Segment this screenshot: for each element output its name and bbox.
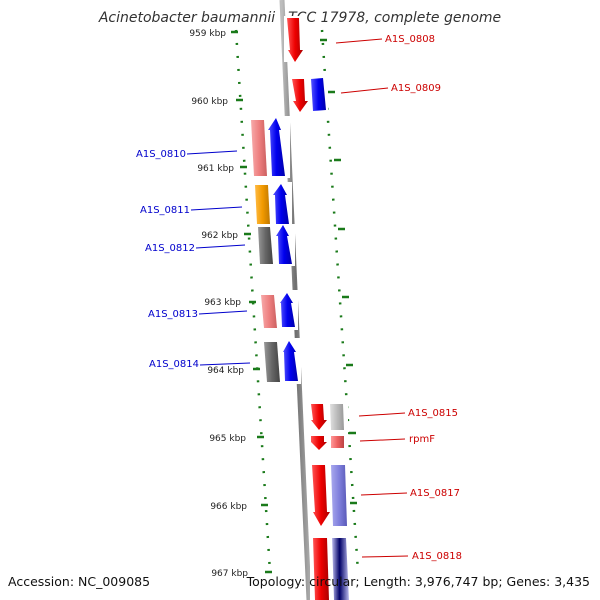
- kbp-labels: 959 kbp 960 kbp 961 kbp 962 kbp 963 kbp …: [189, 29, 248, 579]
- gene-a1s-0817[interactable]: [309, 462, 350, 528]
- gene-label-a1s-0812[interactable]: A1S_0812: [145, 243, 195, 254]
- gene-label-a1s-0818[interactable]: A1S_0818: [412, 551, 462, 562]
- gene-a1s-0811[interactable]: [252, 182, 292, 226]
- gene-a1s-0815[interactable]: [308, 402, 348, 432]
- kbp-label: 960 kbp: [191, 97, 228, 107]
- accession-text: Accession: NC_009085: [8, 574, 151, 589]
- kbp-label: 967 kbp: [211, 569, 248, 579]
- label-line-0815: [358, 412, 406, 417]
- label-line-0817: [360, 492, 408, 496]
- label-line-0811: [190, 206, 243, 211]
- label-line-0814: [199, 362, 251, 366]
- label-line-0818: [361, 555, 409, 558]
- gene-label-a1s-0811[interactable]: A1S_0811: [140, 205, 190, 216]
- gene-label-a1s-0808[interactable]: A1S_0808: [385, 34, 435, 45]
- gene-a1s-0809[interactable]: [290, 76, 328, 114]
- gene-label-rpmf[interactable]: rpmF: [409, 434, 435, 445]
- gene-a1s-0808[interactable]: [284, 16, 306, 62]
- label-line-0810: [186, 150, 238, 155]
- gene-label-a1s-0817[interactable]: A1S_0817: [410, 488, 460, 499]
- gene-a1s-0812[interactable]: [255, 224, 295, 266]
- kbp-label: 961 kbp: [197, 164, 234, 174]
- kbp-label: 963 kbp: [204, 298, 241, 308]
- label-line-0809: [340, 87, 389, 94]
- kbp-label: 964 kbp: [207, 366, 244, 376]
- gene-a1s-0814[interactable]: [261, 338, 301, 384]
- label-line-0813: [198, 310, 248, 315]
- gene-rpmf[interactable]: [308, 432, 348, 452]
- gene-label-a1s-0813[interactable]: A1S_0813: [148, 309, 198, 320]
- major-ticks-left: [231, 30, 272, 574]
- label-line-0808: [335, 38, 383, 44]
- kbp-label: 965 kbp: [209, 434, 246, 444]
- gene-label-a1s-0815[interactable]: A1S_0815: [408, 408, 458, 419]
- label-line-rpmf: [359, 438, 406, 442]
- kbp-label: 966 kbp: [210, 502, 247, 512]
- gene-label-a1s-0809[interactable]: A1S_0809: [391, 83, 441, 94]
- gene-label-a1s-0814[interactable]: A1S_0814: [149, 359, 199, 370]
- label-line-0812: [195, 244, 246, 249]
- kbp-label: 959 kbp: [189, 29, 226, 39]
- gene-a1s-0813[interactable]: [258, 290, 298, 330]
- kbp-label: 962 kbp: [201, 231, 238, 241]
- gene-a1s-0810[interactable]: [248, 116, 290, 178]
- major-ticks-right: [320, 38, 357, 505]
- gene-label-a1s-0810[interactable]: A1S_0810: [136, 149, 186, 160]
- gene-a1s-0818[interactable]: [310, 535, 352, 600]
- genome-summary-text: Topology: circular; Length: 3,976,747 bp…: [246, 574, 590, 589]
